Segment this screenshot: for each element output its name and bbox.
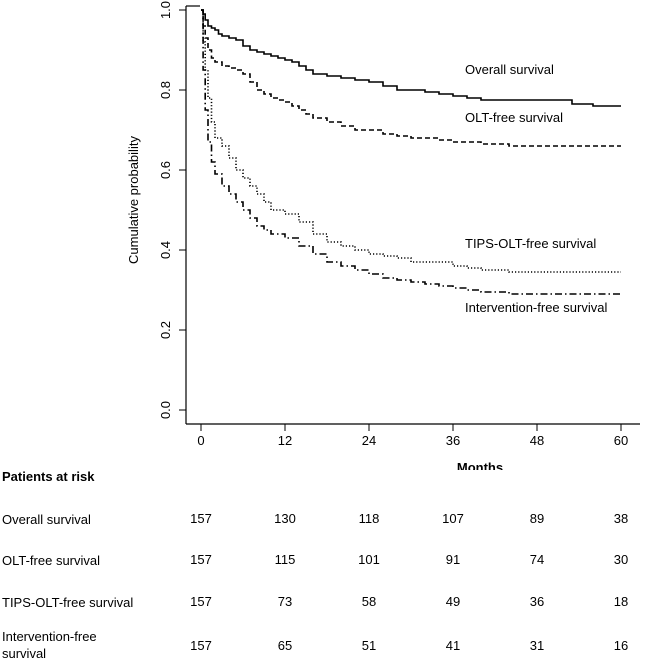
chart-axes: 0 12 24 36 48 60 0.0 0.2 0.4 0.6 0.8 1.0 Months Cumul… [126,1,640,470]
risk-table-title: Patients at risk [2,469,95,484]
curve-dashdot [201,9,621,295]
risk-value: 36 [529,594,545,609]
risk-value: 91 [445,552,461,567]
risk-table-row: TIPS-OLT-free survival 157 73 58 49 36 18 [0,594,648,630]
risk-row-label: Intervention-free survival [2,629,97,661]
risk-value: 18 [613,594,629,609]
risk-table-row: Intervention-free survival 157 65 51 41 31 16 [0,628,648,664]
y-tick-label: 0.6 [158,161,173,179]
curve-solid [201,9,621,107]
risk-value: 115 [274,552,296,567]
curve-annotation: OLT-free survival [465,110,563,125]
x-axis-label: Months [457,460,503,470]
y-tick-label: 0.8 [158,81,173,99]
x-tick-label: 60 [614,433,628,448]
x-tick-label: 24 [362,433,376,448]
risk-value: 157 [190,594,212,609]
risk-value: 31 [529,638,545,653]
y-tick-label: 1.0 [158,1,173,19]
risk-value: 16 [613,638,629,653]
x-tick-label: 0 [197,433,204,448]
y-tick-label: 0.0 [158,401,173,419]
y-axis-label: Cumulative probability [126,136,141,264]
risk-value: 65 [277,638,293,653]
x-tick-label: 48 [530,433,544,448]
risk-value: 74 [529,552,545,567]
risk-table-row: OLT-free survival 157 115 101 91 74 30 [0,552,648,588]
curve-annotation: Overall survival [465,62,554,77]
chart-curves [201,9,621,295]
risk-value: 73 [277,594,293,609]
risk-value: 58 [361,594,377,609]
risk-value: 157 [190,638,212,653]
y-tick-label: 0.2 [158,321,173,339]
risk-value: 101 [358,552,380,567]
risk-value: 49 [445,594,461,609]
risk-row-label: TIPS-OLT-free survival [2,595,134,610]
risk-value: 107 [442,511,464,526]
risk-value: 51 [361,638,377,653]
survival-chart: 0 12 24 36 48 60 0.0 0.2 0.4 0.6 0.8 1.0 Months Cumul… [126,1,640,470]
chart-annotations: Overall survival OLT-free survival TIPS-OL… [465,62,607,315]
x-tick-label: 36 [446,433,460,448]
risk-row-label: Overall survival [2,512,91,527]
risk-value: 30 [613,552,629,567]
risk-table-row: Overall survival 157 130 118 107 89 38 [0,511,648,547]
risk-value: 130 [274,511,296,526]
risk-value: 38 [613,511,629,526]
risk-value: 118 [358,511,380,526]
curve-dashed [201,9,621,147]
risk-value: 41 [445,638,461,653]
curve-dotted [201,9,621,273]
y-tick-label: 0.4 [158,241,173,259]
risk-value: 89 [529,511,545,526]
risk-value: 157 [190,552,212,567]
risk-value: 157 [190,511,212,526]
curve-annotation: Intervention-free survival [465,300,607,315]
curve-annotation: TIPS-OLT-free survival [465,236,596,251]
risk-row-label: OLT-free survival [2,553,101,568]
x-tick-label: 12 [278,433,292,448]
